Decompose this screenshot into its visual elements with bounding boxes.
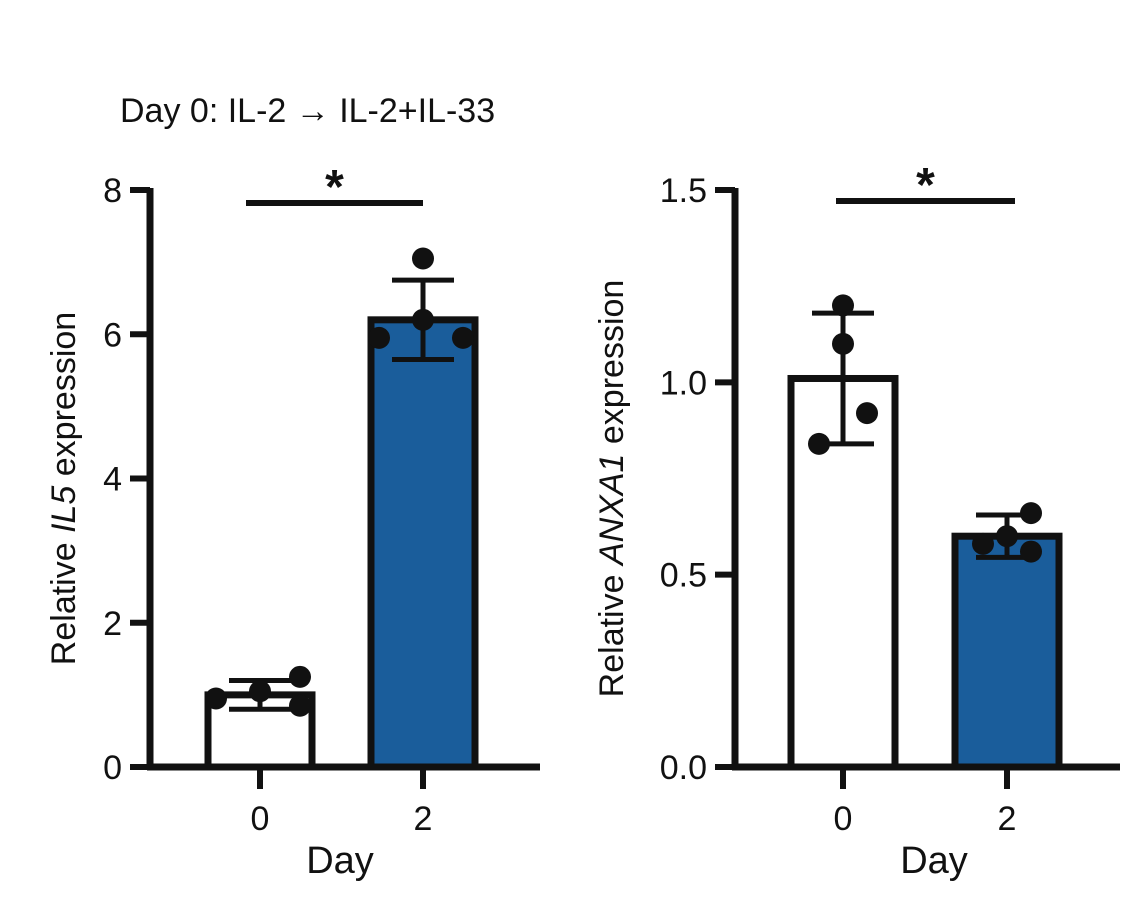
y-axis-label-gene: IL5	[45, 486, 83, 533]
data-point	[412, 308, 434, 331]
x-tick-label: 0	[251, 800, 270, 838]
data-point	[1020, 502, 1042, 525]
figure-title: Day 0: IL-2 → IL-2+IL-33	[120, 92, 495, 130]
data-point	[996, 525, 1018, 548]
significance-star: *	[325, 161, 344, 214]
y-tick-label: 2	[103, 605, 122, 643]
data-point	[972, 532, 994, 555]
data-point	[368, 326, 390, 349]
x-tick-label: 0	[834, 800, 853, 838]
y-axis-label: Relative ANXA1 expression	[593, 280, 631, 698]
y-tick-label: 0.5	[660, 557, 707, 595]
x-axis-label: Day	[306, 840, 374, 882]
y-axis-label-prefix: Relative	[593, 565, 631, 697]
chart-left-il5: 0 2 4 6 8 0 2 Day Relative IL5 expression *	[45, 161, 540, 882]
data-point	[452, 326, 474, 349]
y-axis-label: Relative IL5 expression	[45, 312, 83, 665]
y-tick-label: 0.0	[660, 749, 707, 787]
x-tick-label: 2	[998, 800, 1017, 838]
y-axis-label-suffix: expression	[593, 280, 631, 454]
data-point	[412, 247, 434, 270]
data-point	[289, 694, 311, 717]
bar-day-2	[951, 532, 1063, 771]
data-point	[249, 680, 271, 703]
data-point	[1020, 540, 1042, 563]
y-axis-label-suffix: expression	[45, 312, 83, 486]
data-point	[205, 687, 227, 710]
x-axis-label: Day	[900, 840, 968, 882]
data-point	[832, 332, 854, 355]
y-tick-label: 1.5	[660, 172, 707, 210]
y-tick-label: 6	[103, 316, 122, 354]
y-tick-label: 4	[103, 461, 122, 499]
bar-day-2	[367, 316, 479, 771]
chart-right-anxa1: 0.0 0.5 1.0 1.5 0 2 Day Relative ANXA1 expressi…	[593, 159, 1120, 882]
y-tick-label: 0	[103, 749, 122, 787]
y-tick-label: 1.0	[660, 364, 707, 402]
data-point	[832, 294, 854, 317]
x-tick-label: 2	[414, 800, 433, 838]
data-point	[289, 665, 311, 688]
y-tick-label: 8	[103, 172, 122, 210]
data-point	[808, 432, 830, 455]
significance-star: *	[916, 159, 935, 212]
y-axis-label-gene: ANXA1	[593, 454, 631, 568]
data-point	[856, 402, 878, 425]
y-axis-label-prefix: Relative	[45, 533, 83, 665]
